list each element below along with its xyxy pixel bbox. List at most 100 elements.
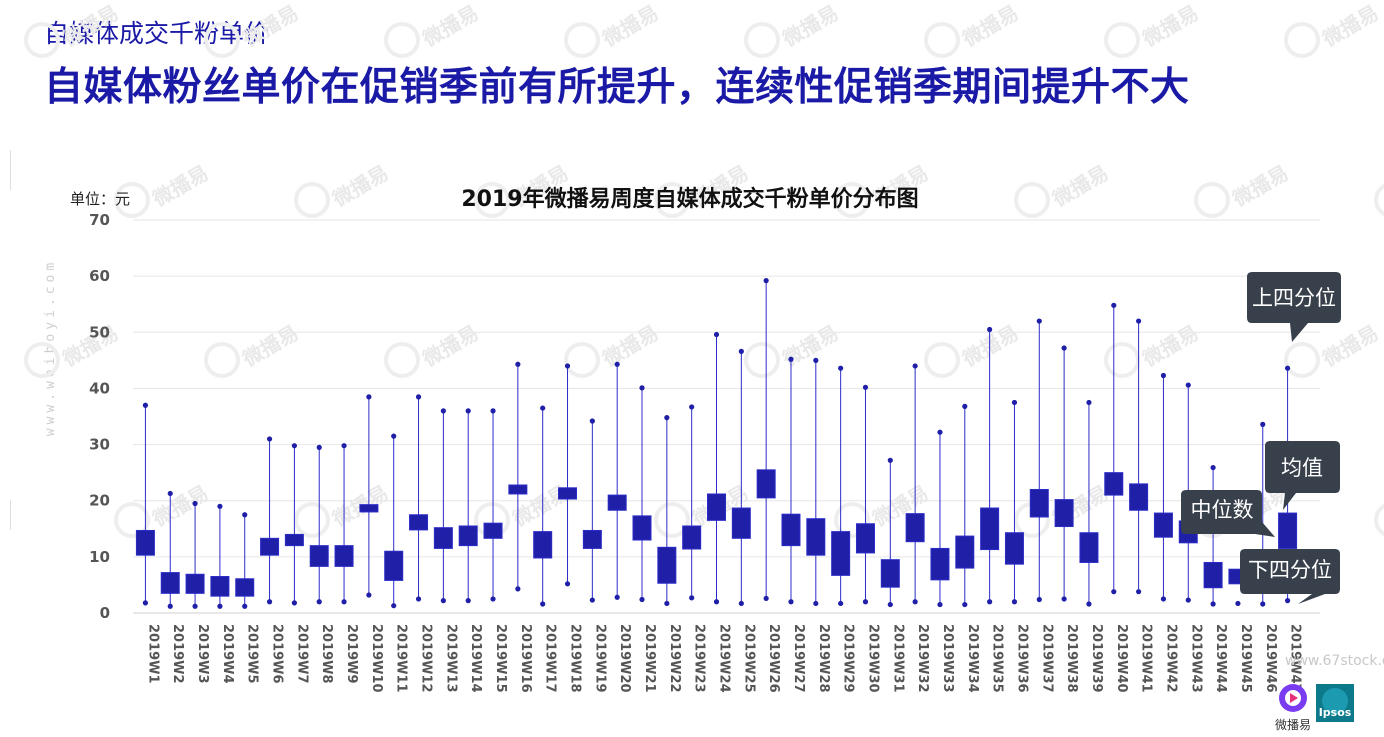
min-point [242,603,248,609]
min-point [838,600,844,607]
box-iqr [1004,532,1024,565]
max-point [515,361,521,367]
x-tick-label: 2019W9 [344,624,359,684]
min-point [1086,601,1092,607]
watermark-text: 微播易 [1318,0,1383,51]
min-point [391,603,397,609]
box-iqr [210,576,230,597]
watermark-logo-icon [1284,22,1320,58]
max-point [788,356,794,362]
watermark-text: 微播易 [328,160,393,211]
watermark-logo-icon [384,22,420,58]
box-2019W22 [657,415,677,607]
x-tick-label: 2019W23 [692,624,707,693]
box-2019W16 [508,361,528,592]
box-2019W17 [533,405,553,607]
min-point [217,603,223,609]
box-2019W24 [707,331,726,605]
max-point [1011,399,1018,406]
x-tick-label: 2019W32 [915,624,930,693]
box-iqr [185,573,205,594]
min-point [614,594,620,600]
box-2019W15 [483,408,503,602]
section-title: 自媒体成交千粉单价 [44,19,270,48]
watermark-logo-icon [834,182,870,218]
min-point [788,599,794,605]
min-point [763,595,769,602]
watermark-logo-icon [294,182,330,218]
max-point [862,384,869,390]
max-point [242,512,248,518]
ipsos-logo: Ipsos [1316,684,1354,722]
watermark-tile: 微播易 [924,0,1023,58]
max-point [639,385,645,391]
box-iqr [930,547,950,581]
box-2019W29 [831,365,851,607]
min-point [415,596,422,602]
min-point [465,598,471,604]
max-point [465,408,471,414]
watermark-logo-icon [564,342,600,378]
max-point [341,443,347,449]
box-iqr [1029,488,1049,518]
min-point [1136,589,1142,595]
x-tick-label: 2019W17 [543,624,558,693]
min-point [887,601,893,608]
x-tick-label: 2019W40 [1114,624,1129,693]
watermark-logo-icon [114,182,150,218]
min-point [316,599,322,605]
min-point [440,598,446,604]
min-point [689,595,695,601]
watermark-tile: 微播易 [744,320,842,378]
box-iqr [582,529,602,549]
box-iqr [1203,561,1223,589]
box-iqr [334,545,354,567]
watermark-text: 微播易 [238,0,303,51]
min-point [291,600,297,606]
box-2019W9 [334,443,354,605]
max-point [713,331,720,338]
watermark-logo-icon [1374,503,1384,537]
x-tick-label: 2019W12 [419,624,434,693]
box-iqr [1054,499,1074,528]
y-tick-label: 60 [89,267,110,285]
watermark-text: 微播易 [148,160,213,211]
watermark-tile: 微播易 [114,480,212,538]
max-point [763,278,769,284]
box-2019W34 [955,403,975,608]
x-tick-label: 2019W25 [741,624,756,693]
watermark-logo-icon [564,22,600,58]
watermark-logo-icon [1374,183,1384,217]
y-tick-label: 20 [89,492,110,510]
min-point [962,601,968,608]
box-iqr [607,494,627,511]
x-axis: 2019W1 2019W2 2019W3 2019W4 2019W5 2019W6 2019… [133,612,1320,693]
x-tick-label: 2019W41 [1139,624,1154,693]
max-point [1136,318,1142,324]
min-point [1260,601,1266,607]
x-tick-label: 2019W15 [493,624,508,693]
background-watermarks: 微播易 微播易 微播易 微播易 微播易 微播易 微播易 微播易微播易 微播易 微播易 微播易 微播易微… [24,0,1384,538]
watermark-logo-icon [1104,342,1140,378]
stock-watermark: www.67stock.com [1285,653,1384,669]
max-point [738,348,744,354]
watermark-logo-icon [654,502,690,538]
max-point [440,408,446,414]
box-iqr [756,469,776,499]
box-2019W8 [309,444,329,605]
box-iqr [1079,532,1099,563]
min-point [515,586,521,592]
x-tick-label: 2019W24 [717,624,732,693]
callout-mean-label: 均值 [1281,456,1323,480]
y-tick-label: 0 [100,604,110,622]
box-iqr [508,484,528,495]
min-point [639,596,645,603]
box-2019W40 [1104,302,1124,595]
watermark-text: 微播易 [958,0,1023,51]
box-2019W1 [135,402,155,606]
watermark-tile: 微播易 [924,320,1022,378]
y-tick-label: 30 [89,436,110,454]
min-point [589,597,595,603]
watermark-text: 微播易 [1048,160,1113,211]
